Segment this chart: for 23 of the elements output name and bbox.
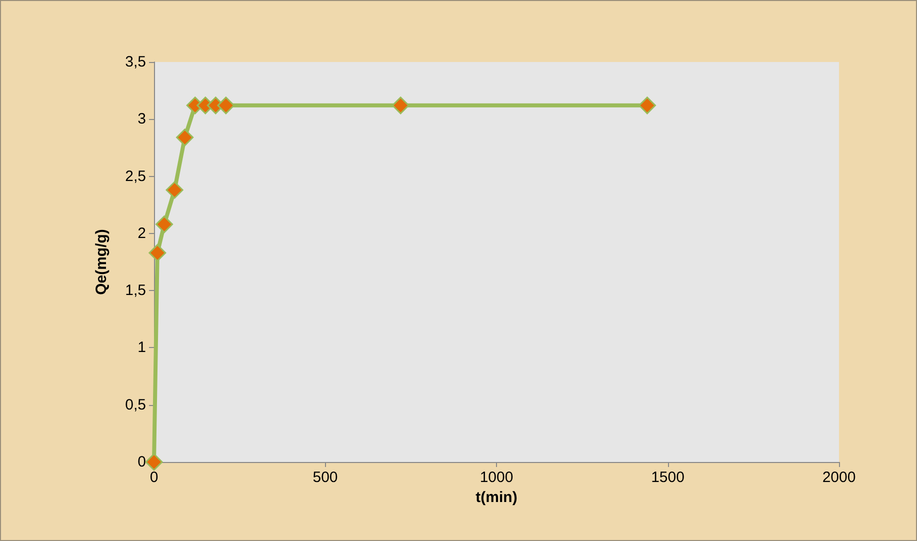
y-axis-title: Qe(mg/g) (93, 229, 110, 295)
y-tick-label: 3 (138, 110, 146, 128)
x-tick-label: 500 (312, 469, 338, 486)
point (166, 181, 184, 199)
point (176, 128, 194, 146)
point (156, 216, 174, 234)
point (145, 453, 163, 471)
y-tick-label: 2,5 (125, 168, 146, 185)
y-tick-label: 3,5 (125, 54, 146, 70)
y-tick-label: 2 (138, 224, 146, 242)
y-tick-label: 1 (138, 339, 146, 356)
point (392, 96, 410, 114)
x-axis-title: t(min) (476, 489, 518, 506)
x-tick-label: 1500 (651, 469, 684, 486)
y-tick-label: 0,5 (125, 396, 146, 414)
x-tick-label: 1000 (480, 469, 514, 486)
y-tick-label: 1,5 (125, 282, 146, 300)
x-tick-label: 0 (150, 469, 158, 486)
point (148, 244, 166, 262)
x-tick-label: 2000 (822, 469, 856, 486)
point (217, 96, 235, 114)
y-tick-label: 0 (138, 454, 146, 470)
point (638, 96, 656, 114)
